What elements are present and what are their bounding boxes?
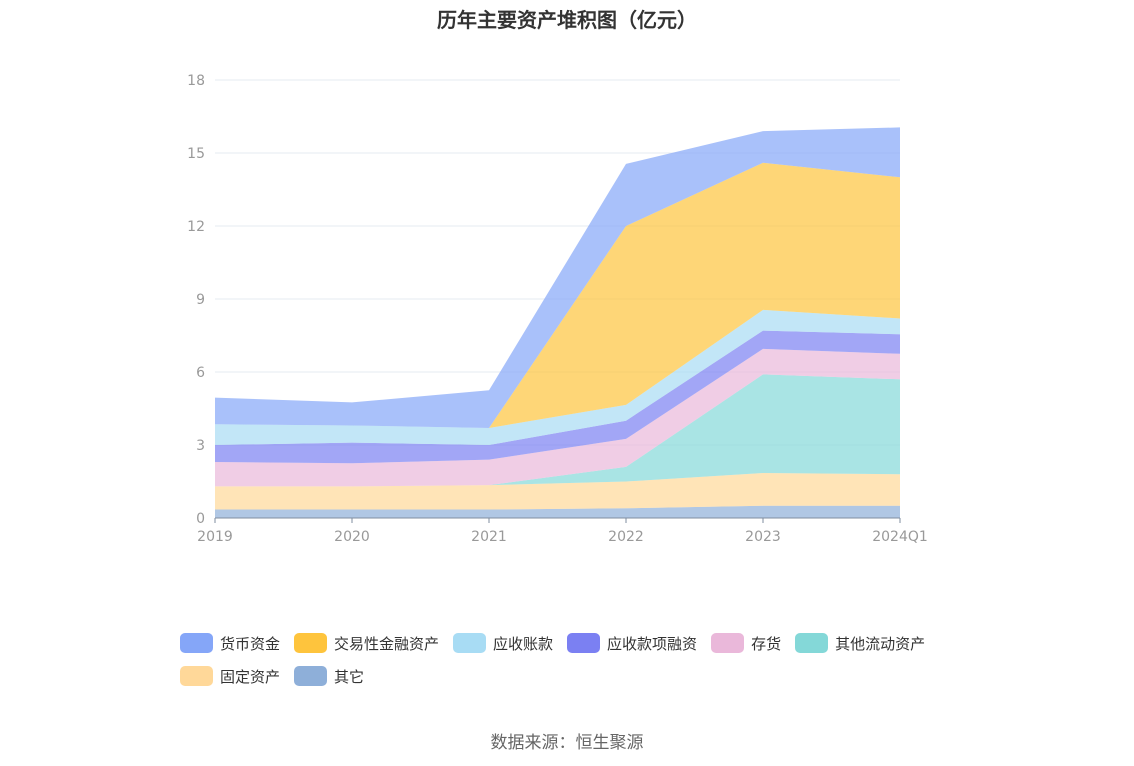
legend-label: 应收账款	[493, 634, 554, 653]
y-tick-label: 6	[196, 365, 205, 381]
legend-label: 货币资金	[220, 634, 281, 653]
legend-item[interactable]: 货币资金	[180, 630, 280, 656]
y-tick-label: 12	[187, 219, 205, 235]
y-tick-label: 0	[196, 511, 205, 527]
legend-item[interactable]: 固定资产	[180, 663, 280, 689]
legend-item[interactable]: 其他流动资产	[795, 630, 925, 656]
x-tick-label: 2020	[334, 529, 370, 545]
area-series-存货	[215, 348, 900, 487]
area-series-应收款项融资	[215, 330, 900, 464]
area-series-其他流动资产	[215, 374, 900, 487]
axes: 0 3 6 9 12 15 18 2019 2020 2021 2022 2023 2024Q1	[187, 73, 928, 545]
legend-swatch	[711, 633, 745, 653]
x-tick-label: 2024Q1	[872, 529, 928, 545]
legend-label: 其他流动资产	[835, 634, 926, 653]
chart-title: 历年主要资产堆积图（亿元）	[437, 8, 697, 32]
legend-swatch	[453, 633, 487, 653]
legend-label: 固定资产	[220, 667, 281, 686]
legend-swatch	[567, 633, 601, 653]
legend-swatch	[180, 666, 213, 686]
legend-label: 应收款项融资	[607, 634, 698, 653]
legend-label: 存货	[751, 634, 782, 653]
area-series-layer	[215, 127, 900, 518]
x-tick-label: 2019	[197, 529, 233, 545]
legend-item[interactable]: 存货	[711, 630, 781, 656]
legend-swatch	[294, 666, 328, 686]
y-tick-label: 3	[196, 438, 205, 454]
legend: 货币资金 交易性金融资产 应收账款 应收款项融资 存货 其他流动资产固定资产 其它	[180, 630, 980, 696]
y-tick-label: 15	[187, 146, 205, 162]
x-tick-label: 2023	[745, 529, 781, 545]
stacked-area-chart: 0 3 6 9 12 15 18 2019 2020 2021 2022 2023 2024Q1	[187, 73, 928, 545]
x-tick-label: 2021	[471, 529, 507, 545]
area-series-固定资产	[215, 473, 900, 510]
source-note: 数据来源：恒生聚源	[490, 733, 644, 753]
legend-item[interactable]: 应收账款	[453, 630, 553, 656]
legend-item[interactable]: 应收款项融资	[567, 630, 697, 656]
y-tick-label: 9	[196, 292, 205, 308]
area-series-交易性金融资产	[215, 162, 900, 428]
legend-swatch	[180, 633, 213, 653]
legend-label: 交易性金融资产	[334, 634, 440, 653]
legend-row: 货币资金 交易性金融资产 应收账款 应收款项融资 存货 其他流动资产固定资产 其它	[180, 630, 980, 696]
legend-swatch	[795, 633, 829, 653]
area-series-货币资金	[215, 127, 900, 429]
legend-item[interactable]: 其它	[294, 663, 364, 689]
area-series-其它	[215, 505, 900, 518]
legend-swatch	[294, 633, 328, 653]
legend-label: 其它	[334, 667, 365, 686]
area-series-应收账款	[215, 309, 900, 445]
x-tick-label: 2022	[608, 529, 644, 545]
legend-item[interactable]: 交易性金融资产	[294, 630, 439, 656]
y-tick-label: 18	[187, 73, 205, 89]
